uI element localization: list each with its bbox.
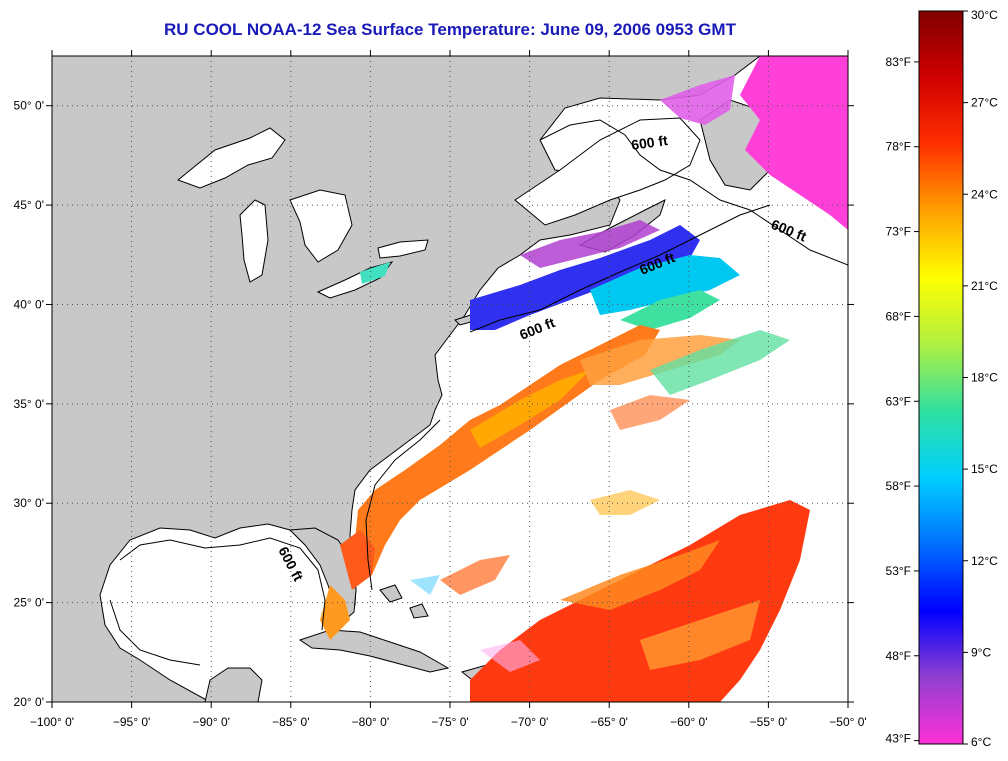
celsius-label: 30°C bbox=[971, 8, 998, 22]
lake-huron bbox=[289, 189, 353, 263]
lon-tick-label: −100° 0' bbox=[30, 715, 74, 729]
fahrenheit-label: 48°F bbox=[886, 649, 911, 663]
lake-michigan bbox=[239, 199, 269, 283]
celsius-label: 27°C bbox=[971, 96, 998, 110]
lon-tick-label: −50° 0' bbox=[829, 715, 866, 729]
lat-tick-label: 40° 0' bbox=[14, 297, 44, 311]
gulf-of-st-lawrence bbox=[514, 117, 701, 226]
lat-tick-label: 25° 0' bbox=[14, 596, 44, 610]
map-title: RU COOL NOAA-12 Sea Surface Temperature:… bbox=[164, 20, 736, 39]
fahrenheit-label: 63°F bbox=[886, 394, 911, 408]
fahrenheit-label: 68°F bbox=[886, 309, 911, 323]
bahamas bbox=[379, 584, 429, 619]
latitude-axis: 50° 0' 45° 0' 40° 0' 35° 0' 30° 0' 25° 0' 20° … bbox=[14, 99, 854, 709]
newfoundland bbox=[699, 99, 776, 191]
celsius-label: 18°C bbox=[971, 371, 998, 385]
isobath-label: 600 ft bbox=[630, 132, 669, 153]
fahrenheit-label: 58°F bbox=[886, 479, 911, 493]
isobath-lines bbox=[109, 119, 848, 666]
fahrenheit-label: 78°F bbox=[886, 140, 911, 154]
lat-tick-label: 35° 0' bbox=[14, 397, 44, 411]
lon-tick-label: −80° 0' bbox=[352, 715, 389, 729]
fahrenheit-label: 73°F bbox=[886, 225, 911, 239]
celsius-scale: 30°C 27°C 24°C 21°C 18°C 15°C 12°C 9°C 6°C bbox=[963, 8, 998, 749]
fahrenheit-label: 43°F bbox=[886, 732, 911, 746]
celsius-label: 21°C bbox=[971, 279, 998, 293]
lon-tick-label: −90° 0' bbox=[192, 715, 229, 729]
cuba bbox=[298, 629, 450, 673]
fahrenheit-scale: 83°F 78°F 73°F 68°F 63°F 58°F 53°F 48°F 43°F bbox=[886, 55, 919, 746]
lon-tick-label: −60° 0' bbox=[670, 715, 707, 729]
sst-swaths bbox=[320, 56, 848, 702]
celsius-label: 6°C bbox=[971, 735, 991, 749]
lat-tick-label: 20° 0' bbox=[14, 695, 44, 709]
lon-tick-label: −95° 0' bbox=[113, 715, 150, 729]
lat-tick-label: 30° 0' bbox=[14, 496, 44, 510]
celsius-label: 9°C bbox=[971, 645, 991, 659]
longitude-axis: −100° 0' −95° 0' −90° 0' −85° 0' −80° 0' −75°… bbox=[30, 50, 867, 729]
yucatan bbox=[204, 667, 263, 702]
lake-ontario bbox=[377, 239, 429, 259]
lon-tick-label: −55° 0' bbox=[750, 715, 787, 729]
lat-tick-label: 50° 0' bbox=[14, 99, 44, 113]
lake-superior bbox=[176, 127, 286, 189]
colorbar bbox=[918, 10, 964, 745]
lon-tick-label: −85° 0' bbox=[272, 715, 309, 729]
celsius-label: 24°C bbox=[971, 187, 998, 201]
lat-tick-label: 45° 0' bbox=[14, 198, 44, 212]
celsius-label: 15°C bbox=[971, 462, 998, 476]
fahrenheit-label: 53°F bbox=[886, 564, 911, 578]
lon-tick-label: −70° 0' bbox=[511, 715, 548, 729]
celsius-label: 12°C bbox=[971, 554, 998, 568]
lon-tick-label: −65° 0' bbox=[590, 715, 627, 729]
lon-tick-label: −75° 0' bbox=[431, 715, 468, 729]
fahrenheit-label: 83°F bbox=[886, 55, 911, 69]
